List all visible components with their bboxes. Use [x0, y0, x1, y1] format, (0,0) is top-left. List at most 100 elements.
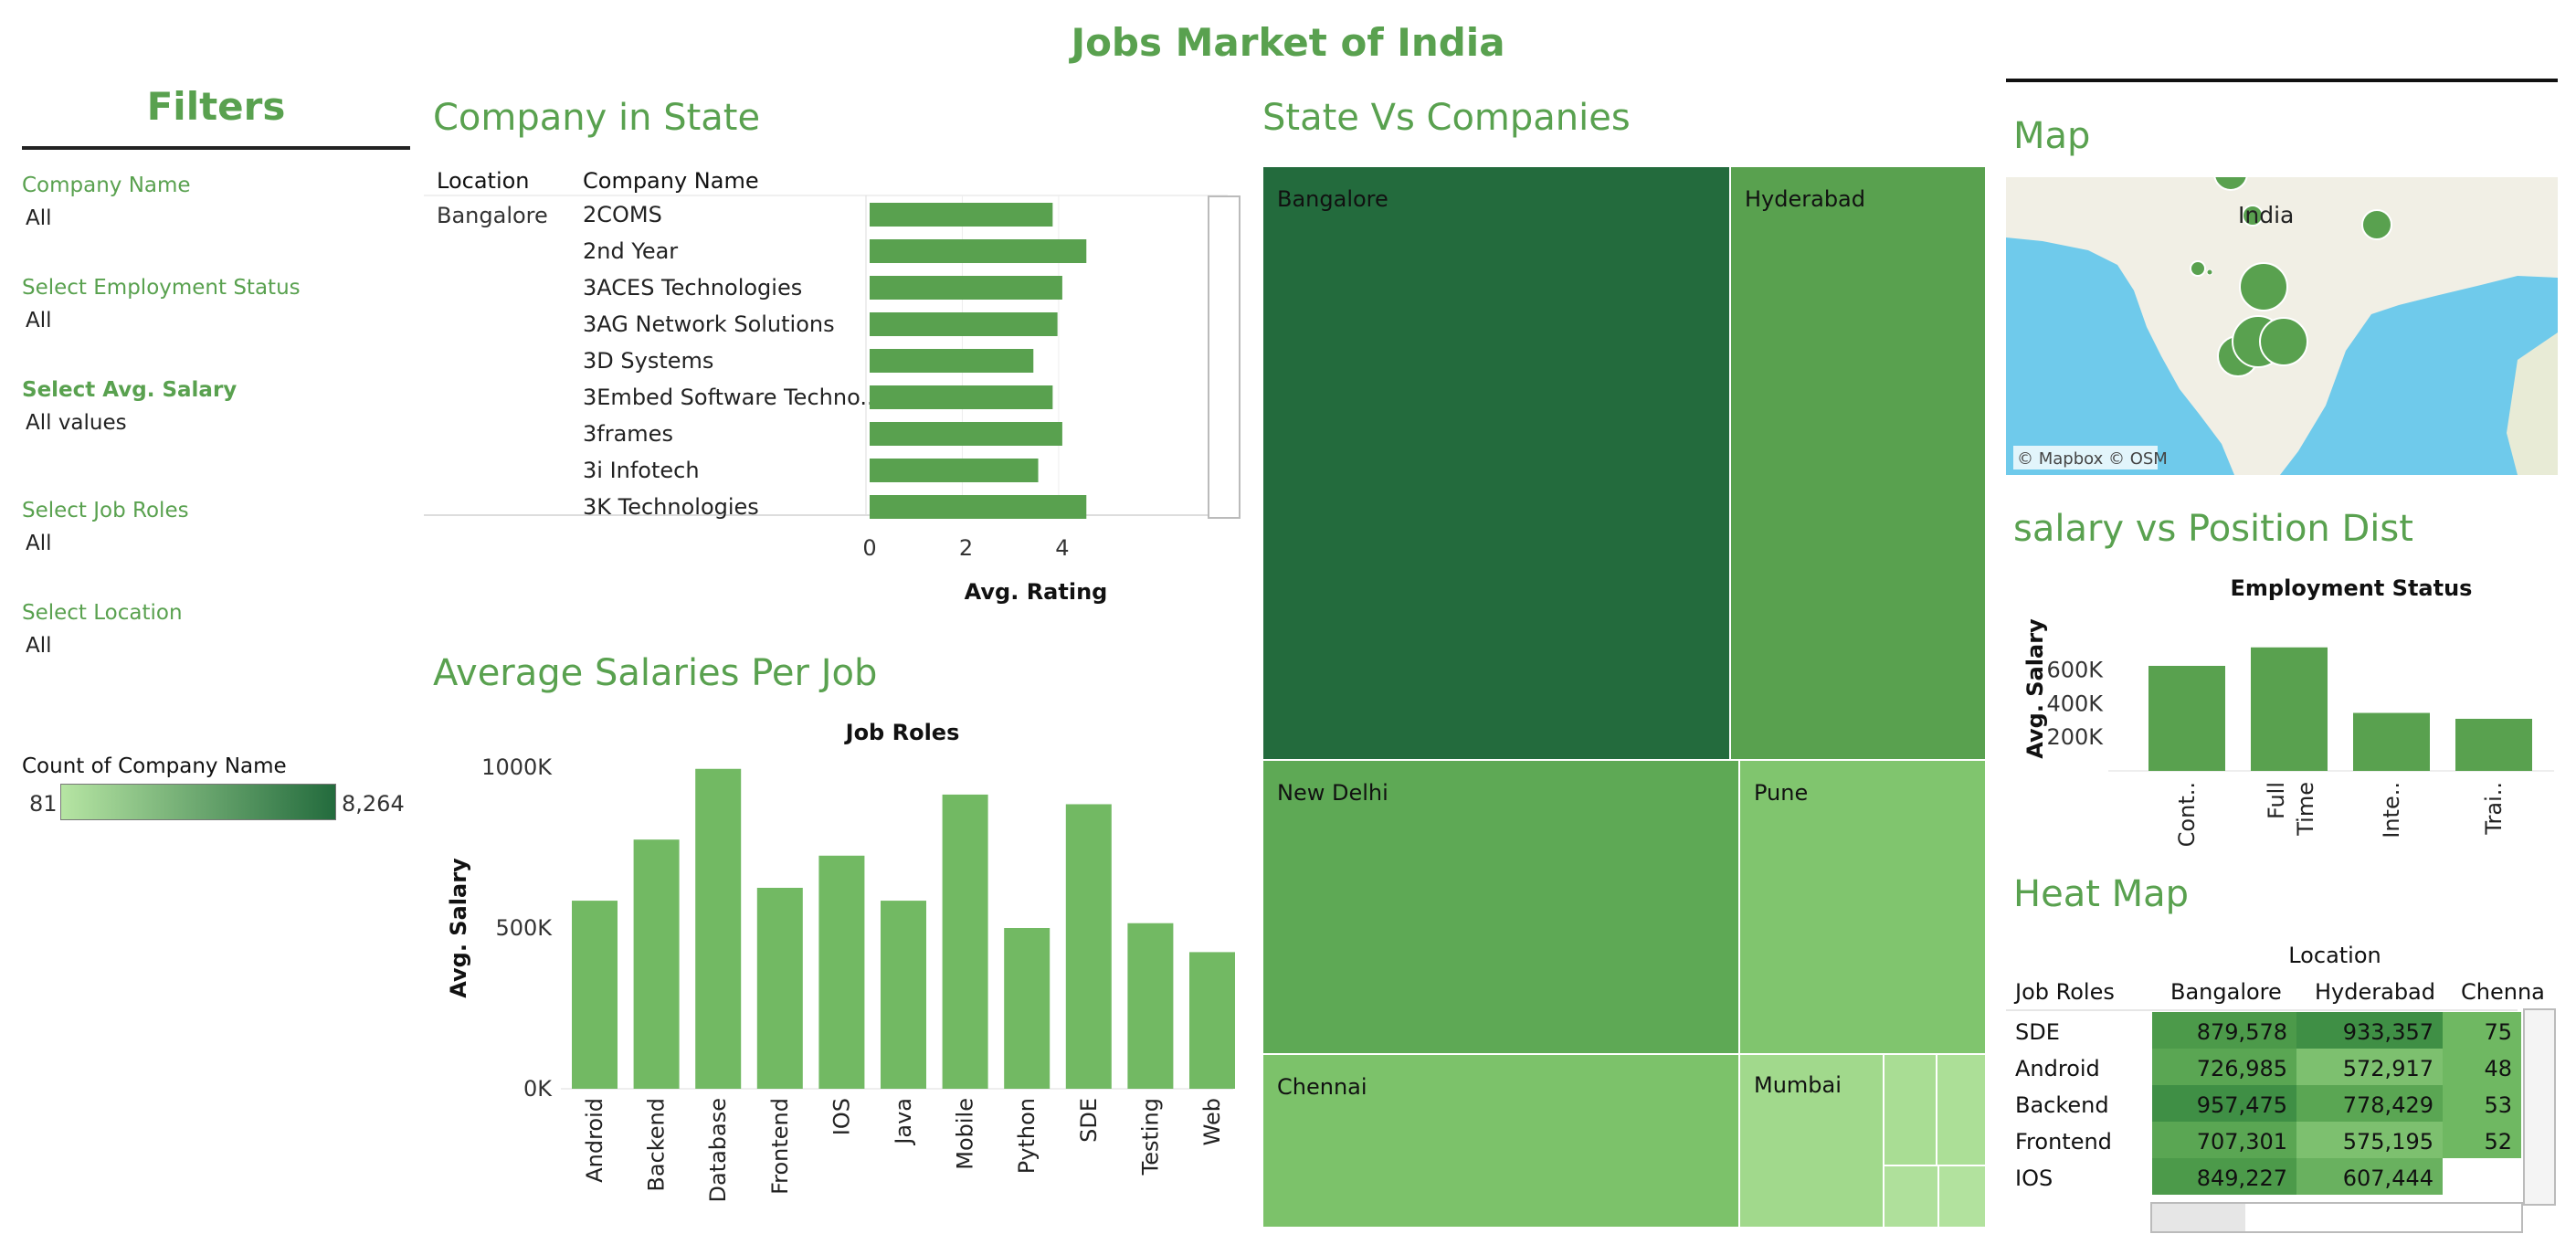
company-bar[interactable] [870, 495, 1087, 519]
heatmap-cell[interactable] [2296, 1049, 2443, 1085]
map-marker[interactable] [2206, 269, 2213, 276]
company-bar[interactable] [870, 203, 1053, 227]
y-tick-label: 1000K [481, 754, 553, 780]
position-bar[interactable] [2251, 647, 2328, 771]
heatmap-cell[interactable] [2152, 1012, 2296, 1049]
salary-bar[interactable] [1189, 952, 1235, 1089]
treemap-cell-other[interactable] [1936, 1053, 1986, 1166]
map-marker[interactable] [2242, 205, 2264, 227]
x-tick-label: Testing [1137, 1098, 1163, 1176]
heatmap-row-label: IOS [2015, 1165, 2053, 1191]
heatmap-horizontal-scrollbar[interactable] [2150, 1202, 2523, 1233]
heatmap-value: 53 [2484, 1092, 2512, 1118]
heatmap-value: 879,578 [2197, 1019, 2287, 1045]
avg-salary-subtitle: Job Roles [845, 720, 960, 745]
heatmap-row-label: SDE [2015, 1019, 2060, 1045]
salary-bar[interactable] [756, 888, 803, 1089]
company-label: 3AG Network Solutions [583, 311, 835, 337]
company-bar[interactable] [870, 385, 1053, 409]
map-marker[interactable] [2239, 262, 2288, 311]
treemap-cell-other[interactable] [1883, 1165, 1939, 1228]
position-dist-title: salary vs Position Dist [2013, 508, 2413, 550]
treemap-cell-other[interactable] [1883, 1053, 1937, 1166]
x-tick-label: Python [1014, 1098, 1040, 1174]
y-axis-label: Avg. Salary [446, 858, 471, 998]
heatmap-vertical-scrollbar[interactable] [2523, 1008, 2556, 1206]
treemap-cell-pune[interactable] [1738, 759, 1986, 1055]
treemap-cell-other[interactable] [1937, 1165, 1986, 1228]
company-label: 3Embed Software Techno.. [583, 385, 874, 410]
heatmap-cell[interactable] [2443, 1085, 2521, 1122]
position-bar[interactable] [2353, 712, 2430, 771]
heatmap-cell[interactable] [2296, 1012, 2443, 1049]
heatmap-value: 607,444 [2343, 1165, 2433, 1191]
position-bar[interactable] [2148, 666, 2225, 771]
filter-company-name[interactable]: All [26, 206, 52, 230]
heatmap-cell[interactable] [2152, 1085, 2296, 1122]
heatmap-cell[interactable] [2296, 1085, 2443, 1122]
filter-label-company: Company Name [22, 174, 191, 197]
filter-employment-status[interactable]: All [26, 309, 52, 332]
company-bar[interactable] [870, 349, 1034, 373]
treemap-label: New Delhi [1277, 780, 1388, 806]
map-marker[interactable] [2190, 260, 2206, 277]
salary-bar[interactable] [881, 901, 926, 1089]
y-axis-label: Avg. Salary [2022, 618, 2048, 759]
salary-bar[interactable] [572, 901, 618, 1089]
filter-job-roles[interactable]: All [26, 532, 52, 555]
salary-bar[interactable] [633, 839, 680, 1089]
company-bar[interactable] [870, 239, 1087, 263]
filter-location[interactable]: All [26, 634, 52, 658]
map-marker[interactable] [2213, 177, 2248, 191]
y-tick-label: 200K [2046, 724, 2104, 750]
salary-bar[interactable] [695, 768, 742, 1089]
treemap-cell-bangalore[interactable] [1262, 166, 1731, 761]
map-marker[interactable] [2361, 209, 2392, 240]
heatmap-cell[interactable] [2296, 1158, 2443, 1195]
sri-lanka [2205, 389, 2229, 433]
color-legend-ramp [60, 784, 336, 820]
y-tick-label: 500K [495, 915, 553, 941]
company-bar[interactable] [870, 459, 1039, 482]
heatmap-cell[interactable] [2152, 1122, 2296, 1158]
y-tick-label: 400K [2046, 691, 2104, 716]
heatmap-row-label: Android [2015, 1056, 2100, 1081]
company-in-state-title: Company in State [433, 97, 761, 139]
company-bar[interactable] [870, 276, 1062, 300]
heatmap-cell[interactable] [2152, 1049, 2296, 1085]
filter-avg-salary[interactable]: All values [26, 411, 127, 435]
salary-bar[interactable] [1127, 923, 1174, 1089]
heatmap-value: 707,301 [2197, 1129, 2287, 1155]
y-tick-label: 0K [523, 1076, 553, 1102]
company-bar[interactable] [870, 312, 1058, 336]
treemap-label: Pune [1754, 780, 1808, 806]
salary-bar[interactable] [818, 855, 865, 1089]
salary-bar[interactable] [942, 794, 988, 1089]
heatmap-cell[interactable] [2152, 1158, 2296, 1195]
heatmap-cell[interactable] [2296, 1122, 2443, 1158]
company-label: 3ACES Technologies [583, 275, 802, 301]
treemap-cell-hyderabad[interactable] [1729, 166, 1986, 761]
heatmap-table: Job Roles Bangalore Hyderabad Chenna SDE 879,… [2006, 979, 2545, 1195]
heatmap-value: 849,227 [2197, 1165, 2287, 1191]
company-bar[interactable] [870, 422, 1062, 446]
x-tick-label: 0 [862, 535, 876, 561]
x-tick-label: Inte.. [2379, 782, 2404, 838]
company-scrollbar[interactable] [1208, 195, 1240, 519]
position-bar[interactable] [2455, 718, 2532, 771]
heatmap-column-label: Hyderabad [2315, 979, 2435, 1005]
map-marker[interactable] [2259, 317, 2308, 366]
heatmap-cell[interactable] [2443, 1049, 2521, 1085]
heatmap-cell[interactable] [2443, 1122, 2521, 1158]
color-legend-min: 81 [29, 791, 58, 817]
treemap-cell-mumbai[interactable] [1738, 1053, 1884, 1228]
salary-bar[interactable] [1004, 928, 1050, 1089]
salary-bar[interactable] [1065, 804, 1112, 1089]
heatmap-cell[interactable] [2443, 1012, 2521, 1049]
heatmap-row-header: Job Roles [2013, 979, 2115, 1005]
india-map[interactable]: India © Mapbox © OSM [2006, 177, 2558, 475]
treemap-cell-new-delhi[interactable] [1262, 759, 1740, 1055]
map-attribution: © Mapbox © OSM [2017, 449, 2168, 469]
x-tick-label: Frontend [767, 1098, 793, 1195]
